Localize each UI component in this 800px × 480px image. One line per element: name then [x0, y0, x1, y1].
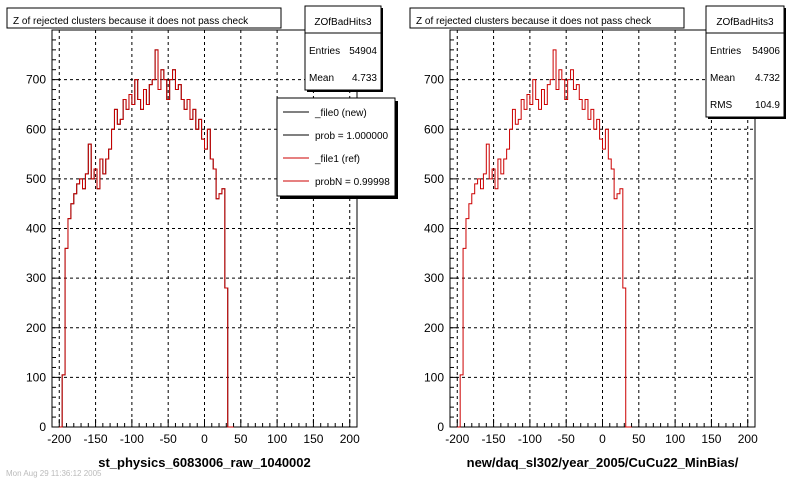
- x-tick-label: 150: [701, 432, 721, 446]
- stats-value: 54906: [752, 46, 780, 57]
- legend-label: _file1 (ref): [314, 154, 360, 165]
- x-tick-label: 50: [234, 432, 248, 446]
- y-tick-label: 700: [26, 73, 46, 87]
- stats-label: Entries: [710, 46, 741, 57]
- y-tick-label: 500: [26, 172, 46, 186]
- title-box: [6, 7, 282, 29]
- x-tick-label: 100: [267, 432, 287, 446]
- y-tick-label: 0: [39, 420, 46, 434]
- x-tick-label: 150: [303, 432, 323, 446]
- x-tick-label: -100: [518, 432, 542, 446]
- y-tick-label: 500: [424, 172, 444, 186]
- title-box: [409, 7, 685, 29]
- y-tick-label: 300: [424, 271, 444, 285]
- stats-label: Mean: [710, 73, 735, 84]
- x-tick-label: 200: [340, 432, 360, 446]
- x-tick-label: -150: [84, 432, 108, 446]
- y-tick-label: 300: [26, 271, 46, 285]
- y-tick-label: 200: [424, 321, 444, 335]
- stats-label: RMS: [710, 100, 733, 111]
- stats-name: ZOfBadHits3: [716, 17, 774, 28]
- x-tick-label: -50: [558, 432, 576, 446]
- y-tick-label: 600: [424, 122, 444, 136]
- y-tick-label: 400: [424, 222, 444, 236]
- x-tick-label: 0: [201, 432, 208, 446]
- x-tick-label: -200: [445, 432, 469, 446]
- x-tick-label: 100: [665, 432, 685, 446]
- x-axis-label: st_physics_6083006_raw_1040002: [98, 455, 311, 470]
- stats-value: 54904: [349, 46, 377, 57]
- stats-value: 104.9: [755, 100, 780, 111]
- y-tick-label: 200: [26, 321, 46, 335]
- y-tick-label: 600: [26, 122, 46, 136]
- x-tick-label: 200: [738, 432, 758, 446]
- y-tick-label: 400: [26, 222, 46, 236]
- stats-label: Mean: [309, 73, 334, 84]
- stats-value: 4.733: [352, 73, 377, 84]
- legend-label: probN = 0.99998: [315, 177, 390, 188]
- x-tick-label: -100: [120, 432, 144, 446]
- stats-label: Entries: [309, 46, 340, 57]
- x-axis-label: new/daq_sl302/year_2005/CuCu22_MinBias/: [467, 455, 739, 470]
- chart-title: Z of rejected clusters because it does n…: [416, 16, 652, 27]
- footer-timestamp: Mon Aug 29 11:36:12 2005: [6, 469, 102, 478]
- stats-name: ZOfBadHits3: [314, 17, 372, 28]
- chart-title: Z of rejected clusters because it does n…: [13, 16, 249, 27]
- histogram-series-2: [59, 49, 234, 428]
- x-tick-label: -150: [482, 432, 506, 446]
- stats-box: [304, 5, 382, 91]
- x-tick-label: 0: [599, 432, 606, 446]
- histogram-panel-right: -200 -150 -100 -50 0 50 100 150 200 0 100 200 300 400…: [409, 5, 786, 470]
- x-tick-label: -50: [160, 432, 178, 446]
- x-tick-label: 50: [632, 432, 646, 446]
- y-tick-label: 0: [437, 420, 444, 434]
- legend-label: _file0 (new): [314, 108, 367, 119]
- stats-box: [705, 5, 785, 118]
- legend-box: [276, 97, 396, 197]
- y-tick-label: 100: [26, 370, 46, 384]
- stats-value: 4.732: [755, 73, 780, 84]
- legend-label: prob = 1.000000: [315, 131, 389, 142]
- y-tick-label: 100: [424, 370, 444, 384]
- histogram-series-1: [457, 49, 632, 428]
- x-tick-label: -200: [47, 432, 71, 446]
- histogram-panel-left: -200 -150 -100 -50 0 50 100 150 200 0 100 200 300 400…: [6, 5, 398, 470]
- y-tick-label: 700: [424, 73, 444, 87]
